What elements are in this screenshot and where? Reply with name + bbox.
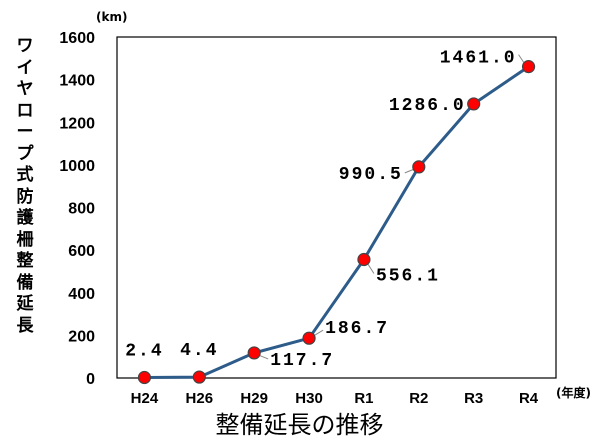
data-point — [247, 346, 261, 360]
x-tick-label: H29 — [240, 390, 268, 407]
plot-area — [116, 36, 557, 379]
x-axis-title: 整備延長の推移 — [215, 411, 384, 439]
x-tick-label: R1 — [354, 390, 373, 407]
data-label: 4.4 — [180, 341, 218, 361]
x-tick-label: H26 — [186, 390, 214, 407]
y-tick-label: 1400 — [59, 73, 95, 90]
y-tick-label: 400 — [68, 286, 95, 303]
data-point — [412, 160, 426, 174]
data-point — [137, 370, 152, 385]
data-label: 990.5 — [339, 165, 403, 185]
label-leader-line — [518, 54, 525, 64]
data-point — [302, 331, 316, 345]
x-tick-label: H24 — [131, 390, 159, 407]
data-label: 186.7 — [325, 319, 389, 339]
y-tick-label: 600 — [68, 243, 95, 260]
x-tick-label: R2 — [409, 390, 428, 407]
x-tick-label: R3 — [464, 390, 483, 407]
data-label: 1461.0 — [440, 49, 517, 69]
data-label: 556.1 — [376, 266, 440, 286]
y-tick-label: 0 — [86, 371, 95, 388]
series-line — [144, 65, 530, 379]
y-tick-label: 200 — [68, 328, 95, 345]
x-tick-label: H30 — [295, 390, 323, 407]
x-axis-unit: (年度) — [556, 386, 591, 400]
data-point — [357, 252, 371, 267]
y-axis-title: ワイヤロープ式防護柵整備延長 — [16, 36, 34, 336]
data-label: 2.4 — [125, 341, 163, 361]
x-tick-label: R4 — [519, 390, 539, 407]
y-tick-label: 1200 — [59, 115, 95, 132]
data-point — [192, 370, 206, 384]
y-tick-label: 1000 — [59, 158, 95, 175]
data-point — [521, 60, 536, 74]
data-point — [467, 97, 481, 111]
data-label: 117.7 — [270, 351, 334, 371]
y-tick-label: 800 — [68, 201, 95, 218]
y-axis-unit: (km) — [96, 10, 128, 24]
data-label: 1286.0 — [389, 96, 466, 116]
y-tick-label: 1600 — [59, 30, 95, 47]
